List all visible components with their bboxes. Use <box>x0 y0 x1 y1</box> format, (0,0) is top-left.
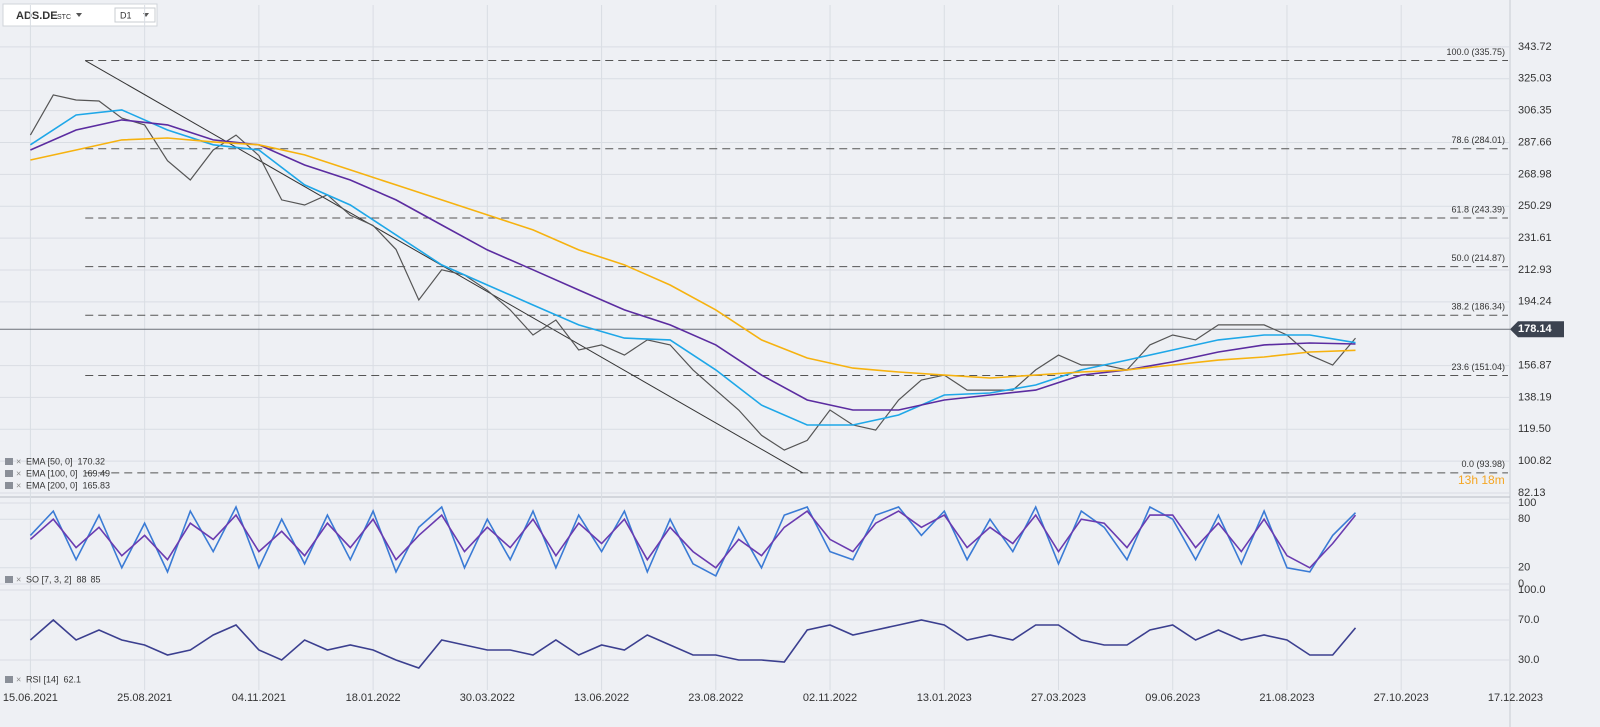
legend-value: 170.32 <box>78 456 106 466</box>
y-tick-label: 80 <box>1518 513 1530 525</box>
y-tick-label: 138.19 <box>1518 391 1552 403</box>
legend-icon <box>5 482 13 489</box>
legend-name: EMA [100, 0] <box>26 468 78 478</box>
x-tick-label: 30.03.2022 <box>460 692 515 704</box>
series-line <box>29 505 1357 577</box>
x-tick-label: 27.03.2023 <box>1031 692 1086 704</box>
y-tick-label: 119.50 <box>1518 423 1551 435</box>
legend-name: EMA [50, 0] <box>26 456 73 466</box>
legend-name: SO [7, 3, 2] <box>26 574 72 584</box>
y-tick-label: 82.13 <box>1518 487 1546 499</box>
legend-close: × <box>16 468 21 478</box>
legend-icon <box>5 676 13 683</box>
y-tick-label: 250.29 <box>1518 200 1552 212</box>
y-tick-label: 100.0 <box>1518 584 1546 596</box>
y-tick-label: 100.82 <box>1518 455 1552 467</box>
fib-label: 23.6 (151.04) <box>1451 362 1505 372</box>
legend-value: 85 <box>91 574 101 584</box>
y-tick-label: 343.72 <box>1518 41 1552 53</box>
legend-name: RSI [14] <box>26 674 59 684</box>
legend-value: 62.1 <box>64 674 82 684</box>
last-price-tag <box>1510 321 1564 338</box>
dropdown-arrow[interactable] <box>76 13 82 17</box>
legend-close: × <box>16 480 21 490</box>
y-tick-label: 70.0 <box>1518 614 1539 626</box>
x-tick-label: 13.01.2023 <box>917 692 972 704</box>
legend-close: × <box>16 574 21 584</box>
last-price-label: 178.14 <box>1518 323 1553 335</box>
fib-label: 100.0 (335.75) <box>1446 47 1505 57</box>
y-tick-label: 212.93 <box>1518 264 1552 276</box>
x-tick-label: 13.06.2022 <box>574 692 629 704</box>
fib-label: 50.0 (214.87) <box>1451 253 1505 263</box>
x-tick-label: 21.08.2023 <box>1259 692 1314 704</box>
y-tick-label: 325.03 <box>1518 73 1552 85</box>
y-tick-label: 100 <box>1518 497 1536 509</box>
series-line <box>29 109 1356 426</box>
fib-label: 38.2 (186.34) <box>1451 302 1505 312</box>
x-tick-label: 18.01.2022 <box>346 692 401 704</box>
legend-value: 88 <box>77 574 87 584</box>
x-tick-label: 15.06.2021 <box>3 692 58 704</box>
series-line <box>30 137 1356 379</box>
legend-close: × <box>16 456 21 466</box>
y-tick-label: 156.87 <box>1518 359 1552 371</box>
y-tick-label: 30.0 <box>1518 654 1539 666</box>
legend-icon <box>5 576 13 583</box>
y-tick-label: 306.35 <box>1518 105 1552 117</box>
legend-icon <box>5 470 13 477</box>
legend-name: EMA [200, 0] <box>26 480 78 490</box>
legend-value: 169.49 <box>83 468 111 478</box>
series-line <box>29 510 1357 569</box>
x-tick-label: 09.06.2023 <box>1145 692 1200 704</box>
y-tick-label: 268.98 <box>1518 168 1552 180</box>
y-tick-label: 231.61 <box>1518 232 1552 244</box>
y-tick-label: 194.24 <box>1518 296 1552 308</box>
countdown: 13h 18m <box>1458 473 1505 487</box>
x-tick-label: 02.11.2022 <box>803 692 857 704</box>
fib-label: 78.6 (284.01) <box>1451 135 1505 145</box>
x-tick-label: 25.08.2021 <box>117 692 172 704</box>
y-tick-label: 287.66 <box>1518 136 1552 148</box>
fib-label: 61.8 (243.39) <box>1451 204 1505 214</box>
x-tick-label: 27.10.2023 <box>1374 692 1429 704</box>
x-tick-label: 04.11.2021 <box>232 692 286 704</box>
y-tick-label: 20 <box>1518 562 1530 574</box>
x-tick-label: 17.12.2023 <box>1488 692 1543 704</box>
x-tick-label: 23.08.2022 <box>688 692 743 704</box>
legend-close: × <box>16 674 21 684</box>
symbol[interactable]: ADS.DE <box>16 10 58 22</box>
symbol-type: STC <box>57 14 71 21</box>
y-tick-label: 0 <box>1518 578 1524 590</box>
legend-value: 165.83 <box>83 480 111 490</box>
fib-label: 0.0 (93.98) <box>1461 459 1505 469</box>
timeframe[interactable]: D1 <box>120 10 132 20</box>
legend-icon <box>5 458 13 465</box>
series-line <box>29 618 1357 669</box>
